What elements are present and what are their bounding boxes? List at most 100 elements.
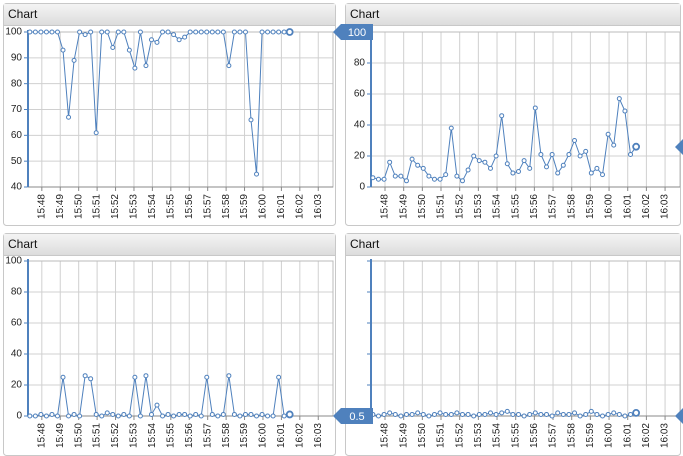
x-tick-label: 15:49	[55, 423, 66, 448]
x-tick-label: 15:48	[36, 423, 47, 448]
panel	[3, 3, 336, 226]
data-point	[43, 29, 49, 35]
x-tick-label: 16:01	[622, 423, 633, 448]
x-tick-label: 15:51	[92, 423, 103, 448]
x-tick-label: 15:59	[585, 194, 596, 219]
x-tick-label: 15:57	[548, 423, 559, 448]
panel	[345, 233, 681, 456]
x-tick-label: 15:54	[147, 194, 158, 219]
data-point	[499, 113, 505, 119]
data-point	[220, 29, 226, 35]
data-point	[448, 411, 454, 417]
data-point	[476, 411, 482, 417]
data-point	[583, 411, 589, 417]
x-tick-label: 16:03	[313, 423, 324, 448]
x-tick-label: 15:57	[548, 194, 559, 219]
crosshair-badge	[333, 408, 373, 424]
x-tick-label: 15:56	[184, 194, 195, 219]
data-point	[504, 161, 510, 167]
data-point	[527, 411, 533, 417]
data-point	[632, 408, 641, 417]
data-point	[600, 413, 606, 419]
x-tick-label: 15:55	[165, 423, 176, 448]
data-point	[588, 408, 594, 414]
data-point	[209, 411, 215, 417]
x-tick-label: 15:56	[529, 194, 540, 219]
panel-title: Chart	[350, 7, 380, 21]
data-point	[594, 165, 600, 171]
y-tick-label: 60	[11, 130, 23, 141]
data-point	[88, 376, 94, 382]
x-tick-label: 15:51	[436, 423, 447, 448]
data-point	[375, 176, 381, 182]
data-point	[409, 411, 415, 417]
data-point	[60, 47, 66, 53]
data-point	[515, 411, 521, 417]
data-point	[493, 411, 499, 417]
x-tick-label: 16:00	[604, 423, 615, 448]
data-point	[616, 411, 622, 417]
data-point	[215, 413, 221, 419]
data-point	[204, 29, 210, 35]
data-point	[248, 411, 254, 417]
x-tick-label: 15:59	[239, 423, 250, 448]
x-tick-label: 16:03	[313, 194, 324, 219]
data-point	[281, 413, 287, 419]
data-point	[510, 170, 516, 176]
data-point	[532, 410, 538, 416]
data-point	[88, 29, 94, 35]
data-point	[115, 29, 121, 35]
y-tick-label: 80	[354, 58, 366, 69]
data-point	[126, 47, 132, 53]
x-tick-label: 16:00	[258, 194, 269, 219]
x-tick-label: 15:54	[492, 194, 503, 219]
x-tick-label: 15:49	[398, 194, 409, 219]
data-point	[431, 411, 437, 417]
crosshair-label: 100	[348, 27, 366, 39]
data-point	[616, 96, 622, 102]
data-point	[387, 159, 393, 165]
x-tick-label: 15:58	[566, 423, 577, 448]
data-point	[572, 138, 578, 143]
x-tick-label: 15:58	[221, 194, 232, 219]
data-point	[193, 411, 199, 417]
data-point	[265, 29, 271, 35]
data-point	[38, 29, 44, 35]
y-tick-label: 50	[11, 156, 23, 167]
data-point	[121, 29, 127, 35]
x-tick-label: 15:57	[202, 423, 213, 448]
x-tick-label: 15:57	[202, 194, 213, 219]
data-point	[521, 158, 527, 164]
data-point	[628, 411, 634, 417]
data-point	[465, 167, 471, 173]
data-point	[49, 29, 55, 35]
data-point	[628, 151, 634, 157]
x-tick-label: 16:01	[276, 423, 287, 448]
x-tick-label: 15:56	[529, 423, 540, 448]
data-point	[437, 176, 443, 182]
panel-title: Chart	[8, 237, 38, 251]
data-point	[605, 411, 611, 417]
panel-title: Chart	[350, 237, 380, 251]
data-point	[560, 411, 566, 417]
y-tick-label: 80	[11, 78, 23, 89]
data-point	[237, 413, 243, 419]
data-point	[270, 29, 276, 35]
data-point	[471, 153, 477, 159]
data-point	[415, 162, 421, 168]
data-point	[71, 57, 77, 63]
data-point	[521, 413, 527, 419]
data-point	[49, 411, 55, 417]
data-point	[82, 32, 88, 38]
data-point	[193, 29, 199, 35]
data-point	[544, 164, 550, 170]
data-point	[248, 117, 254, 123]
data-point	[137, 413, 143, 419]
data-point	[143, 373, 149, 379]
data-point	[387, 410, 393, 416]
data-point	[392, 411, 398, 417]
x-tick-label: 15:52	[454, 423, 465, 448]
data-point	[493, 153, 499, 159]
data-point	[476, 158, 482, 164]
data-point	[454, 173, 460, 179]
